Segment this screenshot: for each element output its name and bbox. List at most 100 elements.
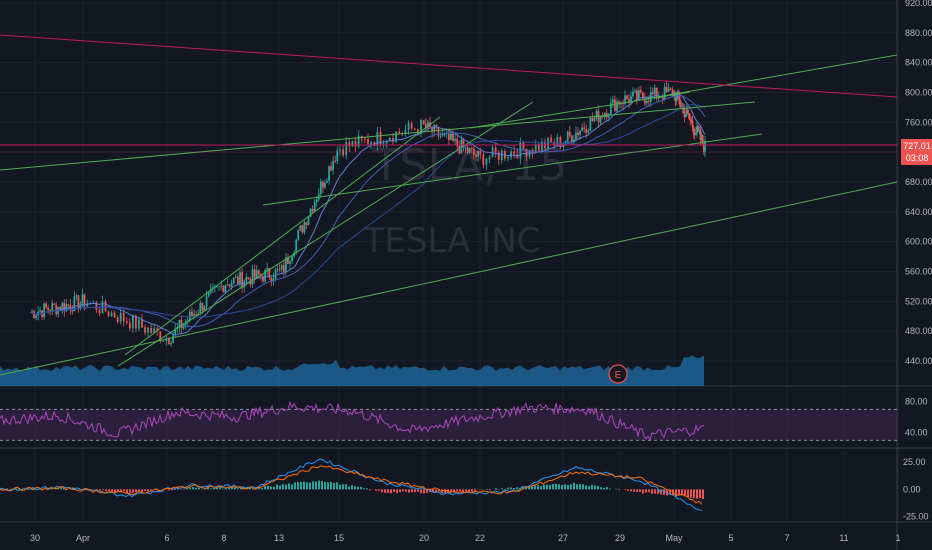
macd-histogram-bar xyxy=(690,489,692,498)
candle xyxy=(239,272,241,284)
watermark-name: TESLA INC xyxy=(363,221,541,261)
candle xyxy=(334,160,337,162)
candle xyxy=(116,317,119,322)
candle xyxy=(452,133,454,141)
candle xyxy=(131,315,134,329)
candle xyxy=(684,114,687,118)
macd-histogram-bar xyxy=(120,489,122,492)
candle xyxy=(144,327,146,333)
candle xyxy=(540,141,543,151)
candle xyxy=(636,90,638,100)
macd-histogram-bar xyxy=(642,489,644,494)
candle xyxy=(435,124,438,128)
candle xyxy=(497,152,500,160)
time-tick-label: 6 xyxy=(164,533,169,543)
rsi-panel[interactable] xyxy=(0,400,897,441)
macd-histogram-bar xyxy=(540,486,542,490)
macd-panel[interactable] xyxy=(0,458,704,511)
candle xyxy=(147,327,149,333)
volume-area xyxy=(0,355,704,386)
candle xyxy=(454,138,457,141)
macd-histogram-bar xyxy=(312,481,314,490)
time-tick-label: 30 xyxy=(30,533,40,543)
candle xyxy=(494,147,497,153)
macd-histogram-bar xyxy=(309,482,311,490)
candle xyxy=(328,166,330,181)
candle xyxy=(203,306,206,311)
macd-histogram-bar xyxy=(129,489,131,493)
candle xyxy=(89,302,92,304)
candle xyxy=(690,120,693,122)
macd-histogram-bar xyxy=(657,489,659,494)
macd-histogram-bar xyxy=(279,485,281,490)
price-tick-label: 840.00 xyxy=(905,58,932,68)
candle xyxy=(191,311,193,316)
candle xyxy=(651,92,654,94)
candle xyxy=(285,257,287,272)
last-price-tag: 727.01 03:08 xyxy=(901,139,932,165)
candle xyxy=(634,90,636,92)
candle xyxy=(601,115,604,118)
candle xyxy=(579,130,581,135)
price-tag-value: 727.01 xyxy=(903,141,931,151)
macd-histogram-bar xyxy=(216,487,218,490)
candle xyxy=(35,315,37,319)
macd-histogram-bar xyxy=(411,489,413,493)
macd-histogram-bar xyxy=(105,489,107,492)
candle xyxy=(253,269,256,278)
macd-histogram-bar xyxy=(654,489,656,494)
candle xyxy=(162,341,165,342)
candle xyxy=(638,90,640,100)
candle xyxy=(315,199,318,203)
price-axis[interactable]: 920.00880.00840.00800.00760.00720.00680.… xyxy=(903,0,932,522)
time-axis[interactable]: 30 Apr 6 8 13 15 20 22 27 29 May 5 7 11 1 xyxy=(30,533,901,543)
macd-histogram-bar xyxy=(573,482,575,490)
candle xyxy=(150,327,153,333)
macd-histogram-bar xyxy=(396,489,398,494)
macd-histogram-bar xyxy=(195,487,197,490)
earnings-marker-circle[interactable] xyxy=(608,364,628,384)
candle xyxy=(330,166,332,171)
macd-histogram-bar xyxy=(351,485,353,490)
macd-histogram-bar xyxy=(288,483,290,490)
candle xyxy=(243,281,246,288)
candle xyxy=(180,319,183,329)
macd-histogram-bar xyxy=(114,489,116,493)
candle xyxy=(297,230,300,240)
macd-histogram-bar xyxy=(687,489,689,498)
macd-histogram-bar xyxy=(609,488,611,490)
candle xyxy=(209,288,212,293)
candle xyxy=(75,295,78,297)
candle xyxy=(632,91,634,97)
macd-histogram-bar xyxy=(675,489,677,497)
candle xyxy=(73,296,76,312)
candle xyxy=(522,142,525,150)
candle xyxy=(556,136,559,145)
macd-histogram-bar xyxy=(345,484,347,490)
earnings-marker[interactable]: E xyxy=(608,364,628,384)
macd-histogram-bar xyxy=(177,488,179,490)
time-tick-label: 22 xyxy=(475,533,485,543)
macd-histogram-bar xyxy=(378,489,380,491)
candle xyxy=(45,303,48,308)
candle xyxy=(201,302,204,311)
macd-histogram-bar xyxy=(342,484,344,490)
macd-histogram-bar xyxy=(324,481,326,490)
candle xyxy=(395,131,397,142)
candle xyxy=(324,182,326,188)
macd-histogram-bar xyxy=(435,489,437,493)
macd-histogram-bar xyxy=(546,484,548,490)
macd-histogram-bar xyxy=(192,487,194,490)
macd-histogram-bar xyxy=(237,488,239,490)
candle xyxy=(689,118,692,121)
time-tick-label: 27 xyxy=(558,533,568,543)
macd-histogram-bar xyxy=(693,489,695,499)
candle xyxy=(420,120,422,134)
candle xyxy=(407,123,410,131)
macd-histogram-bar xyxy=(357,486,359,490)
macd-tick-label: 25.00 xyxy=(903,457,926,467)
trendlines[interactable] xyxy=(0,34,898,376)
macd-histogram-bar xyxy=(510,487,512,490)
